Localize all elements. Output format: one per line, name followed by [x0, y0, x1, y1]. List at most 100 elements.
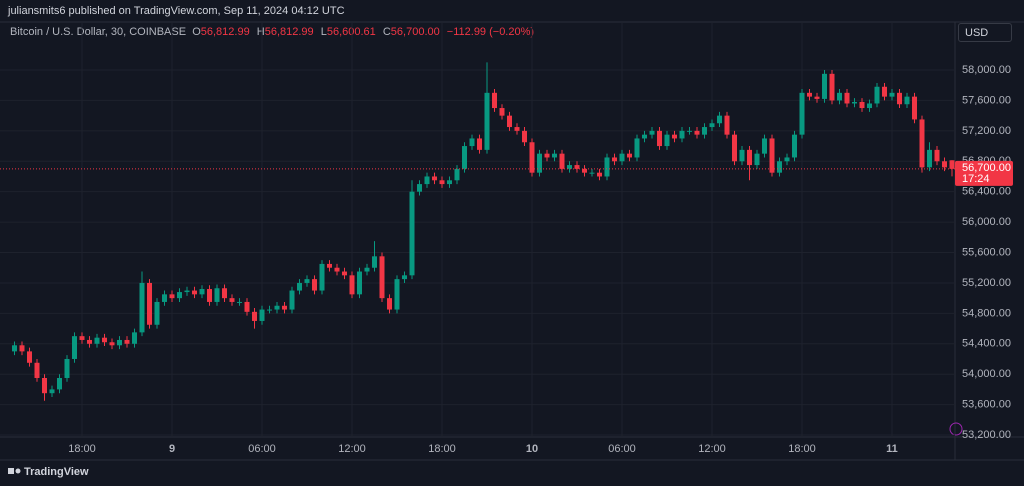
candle-body	[147, 282, 152, 325]
candle-body	[559, 153, 565, 169]
candle-body	[664, 134, 670, 147]
candle-body	[499, 108, 505, 116]
candle-body	[942, 161, 947, 168]
candle-body	[42, 377, 47, 394]
candle-body	[912, 96, 917, 120]
candle-body	[552, 153, 557, 158]
candle-body	[237, 301, 242, 303]
candle-body	[297, 282, 302, 291]
candle-body	[124, 339, 130, 344]
y-tick-label: 56,400.00	[962, 186, 1011, 198]
candle-body	[724, 115, 730, 135]
candle-body	[447, 180, 452, 185]
candle-body	[334, 267, 340, 272]
candle-body	[327, 263, 332, 268]
x-tick-label: 12:00	[338, 443, 366, 455]
symbol: Bitcoin / U.S. Dollar, 30, COINBASE	[10, 26, 187, 38]
candle-body	[117, 339, 122, 346]
candle-body	[649, 130, 655, 135]
candle-body	[319, 263, 325, 291]
event-icon[interactable]	[949, 422, 963, 436]
candle-body	[87, 339, 92, 344]
candle-body	[694, 130, 700, 135]
x-tick-label: 11	[886, 443, 898, 455]
candle-body	[454, 168, 460, 181]
o-value: 56,812.99	[200, 26, 250, 38]
candle-body	[642, 134, 647, 139]
candle-body	[679, 130, 685, 139]
candle-body	[364, 267, 370, 272]
candle-body	[777, 161, 782, 173]
currency-button[interactable]: USD	[958, 23, 1012, 42]
legend: Bitcoin / U.S. Dollar, 30, COINBASE O56,…	[10, 26, 538, 38]
candle-body	[852, 101, 857, 104]
candle-body	[762, 138, 767, 154]
candle-body	[949, 160, 955, 169]
candle-body	[402, 275, 407, 280]
candle-body	[379, 256, 385, 299]
candle-body	[12, 345, 17, 352]
candle-body	[882, 86, 887, 97]
candle-body	[394, 279, 400, 310]
candle-body	[747, 149, 752, 166]
candle-body	[477, 138, 482, 150]
countdown: 17:24	[962, 173, 990, 185]
candle-body	[612, 157, 617, 162]
x-tick-label: 18:00	[788, 443, 816, 455]
candle-body	[484, 92, 490, 150]
candle-body	[222, 288, 227, 299]
candle-body	[469, 138, 475, 147]
y-tick-label: 54,000.00	[962, 368, 1011, 380]
candle-body	[867, 103, 872, 109]
candle-body	[739, 149, 745, 162]
candle-body	[807, 92, 812, 97]
last-price-box	[955, 160, 1013, 186]
candle-body	[259, 309, 265, 321]
candle-body	[492, 92, 497, 109]
candle-body	[132, 332, 137, 344]
x-tick-label: 06:00	[608, 443, 636, 455]
candle-body	[387, 298, 392, 310]
candle-body	[409, 191, 415, 276]
x-tick-label: 06:00	[248, 443, 276, 455]
candle-body	[57, 377, 62, 390]
candle-body	[829, 73, 835, 101]
c-key: C	[382, 26, 391, 38]
candle-body	[582, 168, 587, 173]
logo	[8, 468, 21, 474]
candle-body	[859, 101, 865, 109]
candle-body	[357, 271, 362, 295]
candle-body	[529, 142, 535, 173]
candle-body	[177, 292, 182, 299]
candle-body	[919, 119, 925, 168]
y-tick-label: 56,000.00	[962, 216, 1011, 228]
y-tick-label: 55,200.00	[962, 277, 1011, 289]
y-tick-label: 54,400.00	[962, 338, 1011, 350]
candle-body	[154, 301, 160, 325]
candle-body	[709, 123, 715, 128]
candle-body	[657, 130, 662, 147]
candle-body	[192, 290, 197, 295]
l-key: L	[320, 26, 327, 38]
candle-body	[102, 337, 107, 343]
candle-body	[792, 134, 797, 158]
candle-body	[507, 115, 512, 128]
candle-body	[417, 184, 422, 192]
candle-body	[514, 127, 520, 131]
candle-body	[207, 289, 212, 302]
candle-body	[27, 351, 32, 363]
candle-body	[672, 134, 677, 139]
candle-body	[282, 305, 287, 310]
candle-body	[349, 275, 355, 295]
y-tick-label: 57,600.00	[962, 94, 1011, 106]
candle-body	[79, 336, 85, 340]
candle-body	[837, 92, 842, 101]
h-value: 56,812.99	[264, 26, 314, 38]
candle-body	[19, 345, 25, 352]
candle-body	[687, 130, 692, 132]
l-value: 56,600.61	[326, 26, 376, 38]
x-tick-label: 18:00	[68, 443, 96, 455]
publisher: juliansmits6 published on TradingView.co…	[8, 5, 345, 17]
candle-body	[634, 138, 640, 158]
